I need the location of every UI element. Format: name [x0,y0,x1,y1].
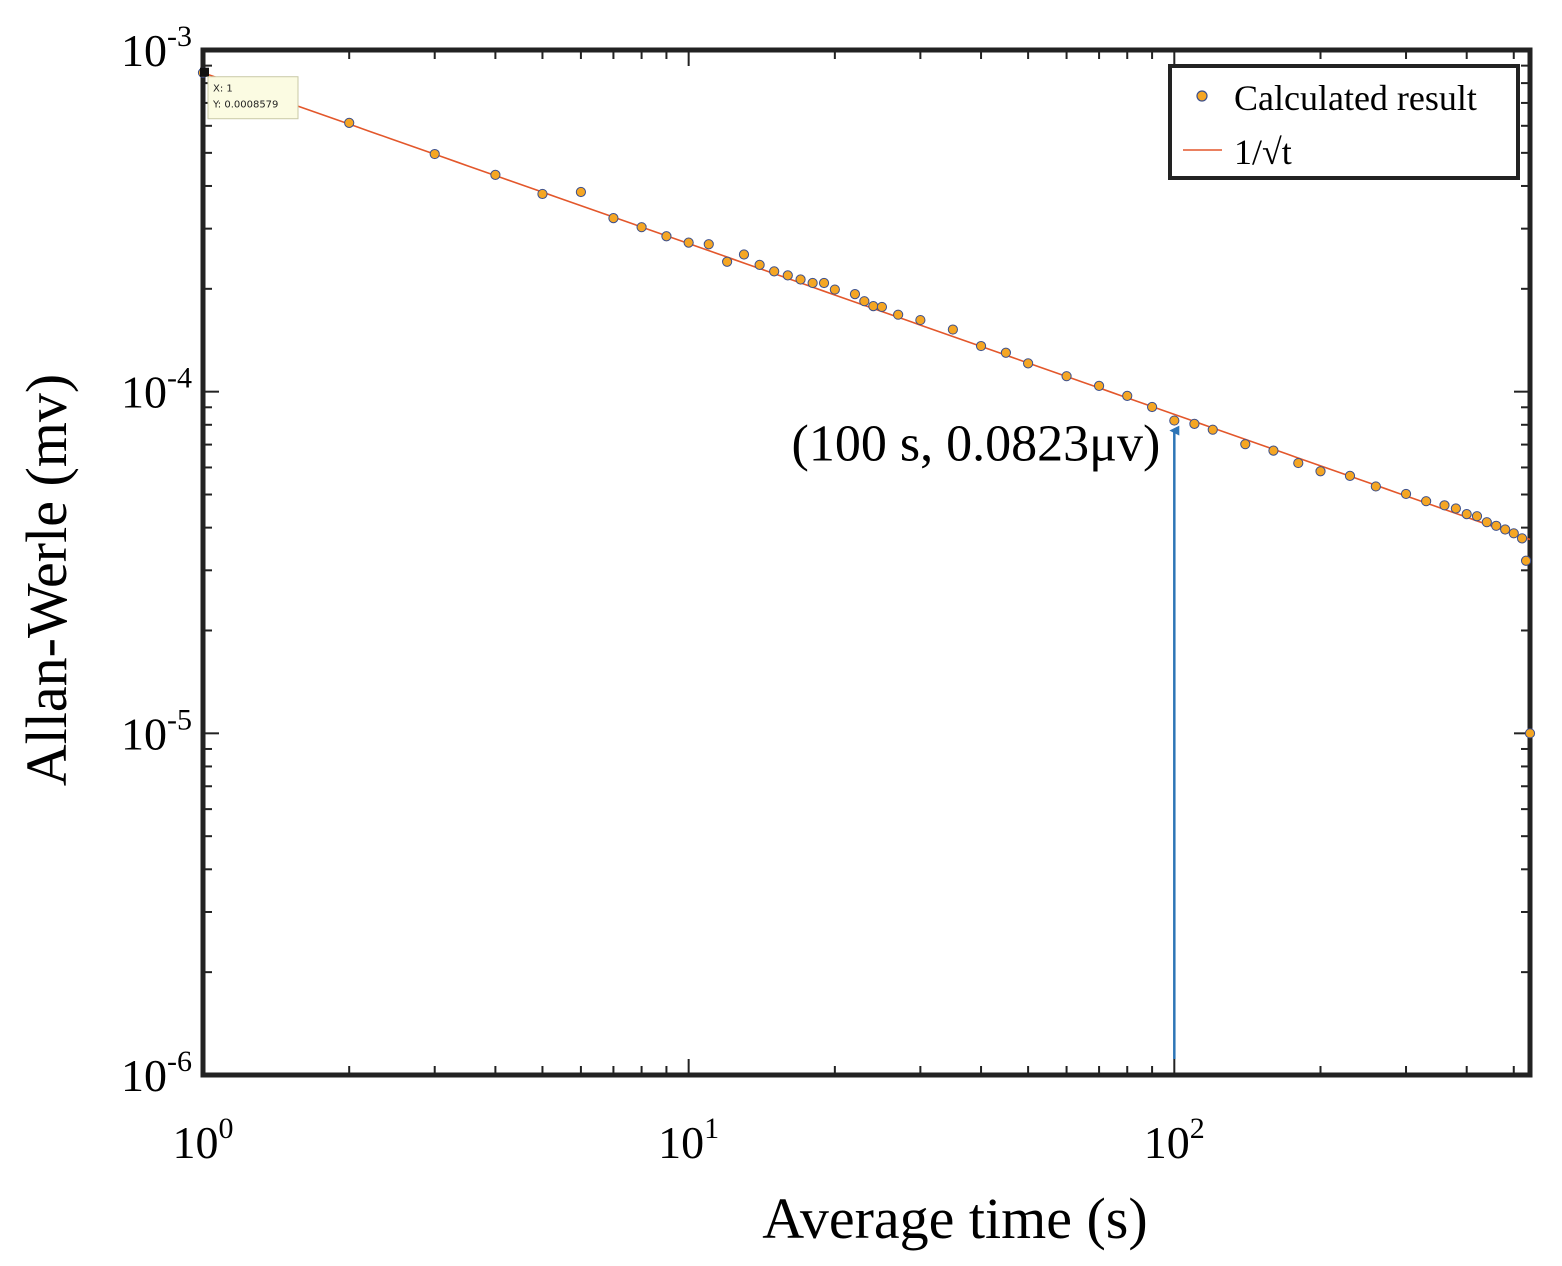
y-tick-labels: 10-3 10-4 10-5 10-6 [121,20,192,1101]
data-point [575,186,587,198]
data-point [1000,347,1011,358]
data-point [1461,509,1472,520]
data-point [807,277,818,289]
legend: Calculated result 1/√t [1168,64,1520,180]
annotation-label: (100 s, 0.0823μv) [792,416,1161,473]
data-point [782,270,793,281]
data-point [1093,380,1105,391]
data-point [661,231,672,242]
data-point [1450,503,1461,514]
y-tick-label: 10-3 [121,20,192,76]
legend-marker-circle [1196,90,1208,102]
scatter-series [197,67,1536,739]
data-point [1122,390,1133,401]
data-point [608,213,619,224]
x-tick-label: 100 [173,1112,234,1168]
data-point [1516,533,1528,544]
data-point [947,324,958,335]
data-point [1520,555,1532,566]
data-point [1315,466,1326,477]
data-point [769,266,780,277]
plot-area [200,47,1533,1078]
datatip: X: 1 Y: 0.0008579 [200,67,299,120]
x-tick-label: 102 [1144,1112,1205,1168]
data-point [1471,511,1483,522]
data-point [1508,528,1519,539]
data-point [893,309,904,320]
x-tick-labels: 100 101 102 [173,1112,1205,1168]
data-point [429,148,440,160]
data-point [490,169,501,180]
datatip-x-label: X: 1 [213,84,233,95]
datatip-anchor-marker [200,67,209,77]
data-point [868,301,879,312]
legend-label-fit: 1/√t [1234,132,1292,172]
data-point [1293,457,1304,469]
data-point [1146,401,1158,413]
data-point [915,314,926,326]
data-point [1344,470,1356,481]
y-axis-title: Allan-Werle (mv) [14,374,79,786]
data-point [703,239,714,250]
data-point [1189,418,1200,429]
data-point [1421,496,1432,507]
data-point [537,188,548,200]
data-point [795,274,806,285]
data-point [636,222,647,233]
data-point [738,249,750,260]
y-tick-label: 10-4 [121,362,192,418]
data-point [1061,371,1072,382]
data-point [1439,500,1450,511]
minor-ticks [203,50,1530,1075]
y-tick-label: 10-6 [121,1045,192,1101]
data-point [1524,728,1536,739]
data-point [859,296,870,307]
x-tick-label: 101 [658,1112,719,1168]
y-tick-label: 10-5 [121,703,192,759]
data-point [683,237,694,248]
data-point [975,340,987,352]
x-axis-title: Average time (s) [762,1186,1147,1251]
major-ticks [202,49,1530,1076]
data-point [1370,481,1381,492]
legend-box [1168,64,1520,180]
data-point [1240,439,1251,450]
data-point [1207,424,1218,435]
fit-line-series [202,71,1531,541]
datatip-box [207,76,299,120]
data-point [1023,358,1034,369]
datatip-y-label: Y: 0.0008579 [212,100,278,111]
data-point [1169,415,1180,426]
data-point [1491,520,1502,531]
data-point [1268,445,1279,456]
data-point [754,259,765,270]
data-point [1481,517,1492,528]
data-point [1400,488,1412,500]
legend-label-calculated: Calculated result [1234,78,1477,118]
data-point [1500,524,1511,535]
data-point [722,256,733,267]
data-point [829,284,840,295]
data-point [849,289,861,300]
data-point [818,277,830,289]
data-point [344,117,355,128]
data-point [876,301,888,313]
